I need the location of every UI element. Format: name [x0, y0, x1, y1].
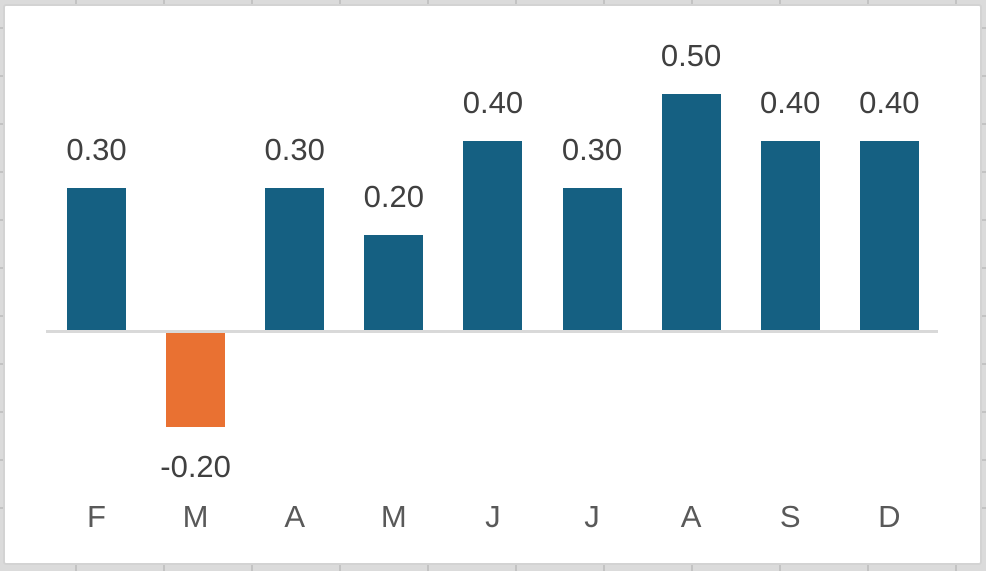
bar-j-5[interactable] — [562, 188, 622, 330]
category-label: A — [680, 499, 702, 534]
category-label: M — [380, 499, 407, 534]
bar-a-2[interactable] — [265, 188, 325, 330]
bar-f-0[interactable] — [67, 188, 126, 330]
category-label: D — [878, 499, 901, 534]
data-label: 0.40 — [859, 84, 920, 120]
bar-m-1[interactable] — [166, 333, 226, 427]
data-label: 0.40 — [760, 84, 821, 120]
category-label: F — [87, 499, 106, 534]
category-label: J — [485, 499, 501, 534]
category-label: S — [779, 499, 801, 534]
category-label: A — [284, 499, 306, 534]
data-label: 0.20 — [363, 179, 424, 215]
category-label: M — [182, 499, 209, 534]
bar-a-6[interactable] — [661, 93, 721, 330]
bar-j-4[interactable] — [463, 140, 523, 330]
data-label: 0.30 — [66, 132, 127, 168]
bar-s-7[interactable] — [760, 140, 820, 330]
data-label: 0.30 — [561, 132, 623, 168]
data-label: -0.20 — [160, 448, 231, 484]
x-axis-line — [46, 330, 938, 333]
plot-area: 0.30 F -0.20 M 0.30 A 0.20 M 0.40 J 0.30 J 0.50 A 0.40… — [5, 6, 980, 563]
data-label: 0.40 — [462, 84, 524, 120]
bar-d-8[interactable] — [859, 140, 919, 330]
chart-frame[interactable]: 0.30 F -0.20 M 0.30 A 0.20 M 0.40 J 0.30 J 0.50 A 0.40… — [3, 4, 982, 565]
data-label: 0.50 — [660, 37, 722, 73]
data-label: 0.30 — [264, 132, 325, 168]
bar-m-3[interactable] — [364, 235, 424, 330]
category-label: J — [584, 499, 600, 534]
